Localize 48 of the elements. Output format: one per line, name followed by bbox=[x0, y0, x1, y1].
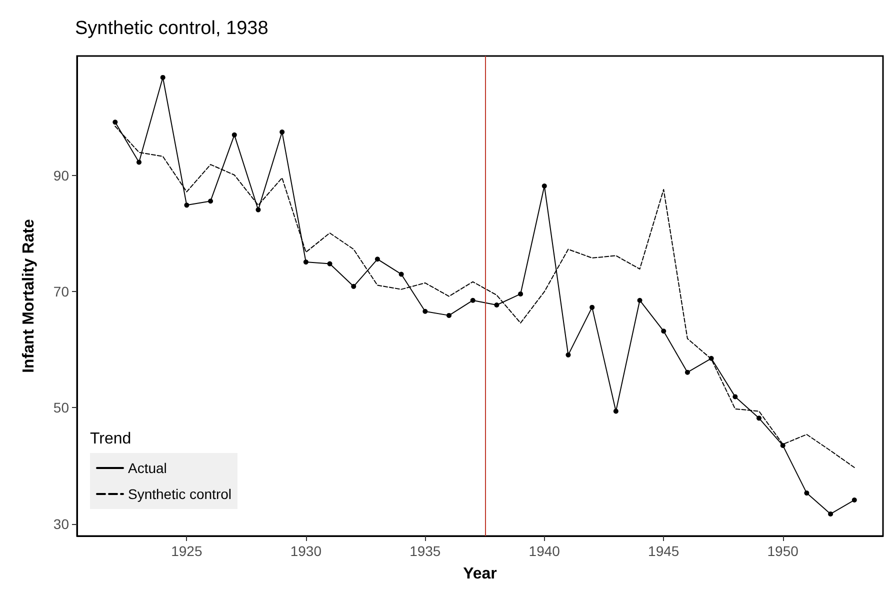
x-tick-label: 1930 bbox=[290, 543, 322, 559]
x-tick-label: 1935 bbox=[410, 543, 441, 559]
point bbox=[637, 298, 642, 303]
x-tick-label: 1940 bbox=[528, 543, 560, 559]
y-tick-label: 50 bbox=[53, 400, 70, 416]
x-tick-label: 1950 bbox=[767, 543, 799, 559]
chart-title: Synthetic control, 1938 bbox=[75, 18, 268, 39]
x-tick-label: 1945 bbox=[648, 543, 680, 559]
legend-label: Synthetic control bbox=[128, 486, 232, 502]
point bbox=[590, 304, 595, 310]
point bbox=[446, 312, 452, 318]
point bbox=[160, 74, 166, 80]
y-tick-label: 90 bbox=[53, 168, 70, 184]
point bbox=[756, 416, 762, 421]
point bbox=[327, 261, 332, 266]
point bbox=[661, 328, 666, 334]
point bbox=[494, 302, 500, 308]
x-tick-label: 1925 bbox=[171, 543, 202, 559]
point bbox=[256, 207, 261, 212]
point bbox=[518, 291, 524, 296]
point bbox=[780, 442, 786, 448]
point bbox=[184, 202, 190, 208]
point bbox=[136, 160, 142, 165]
point bbox=[828, 511, 834, 516]
point bbox=[398, 272, 404, 277]
point bbox=[112, 120, 118, 125]
point bbox=[422, 308, 428, 314]
point bbox=[804, 490, 810, 496]
x-axis-title: Year bbox=[463, 566, 497, 582]
point bbox=[613, 408, 618, 414]
legend-label: Actual bbox=[128, 460, 167, 476]
point bbox=[374, 256, 380, 262]
point bbox=[852, 498, 857, 503]
point bbox=[542, 184, 547, 189]
y-axis-title: Infant Mortality Rate bbox=[20, 219, 38, 373]
point bbox=[732, 394, 738, 400]
point bbox=[708, 356, 714, 361]
point bbox=[684, 370, 690, 375]
point bbox=[470, 298, 476, 303]
point bbox=[280, 130, 285, 135]
point bbox=[208, 198, 214, 204]
point bbox=[303, 260, 308, 265]
point bbox=[232, 132, 237, 138]
legend-title: Trend bbox=[90, 430, 132, 448]
point bbox=[351, 284, 356, 289]
y-tick-label: 30 bbox=[53, 516, 70, 532]
point bbox=[566, 352, 571, 358]
y-tick-label: 70 bbox=[53, 284, 70, 300]
